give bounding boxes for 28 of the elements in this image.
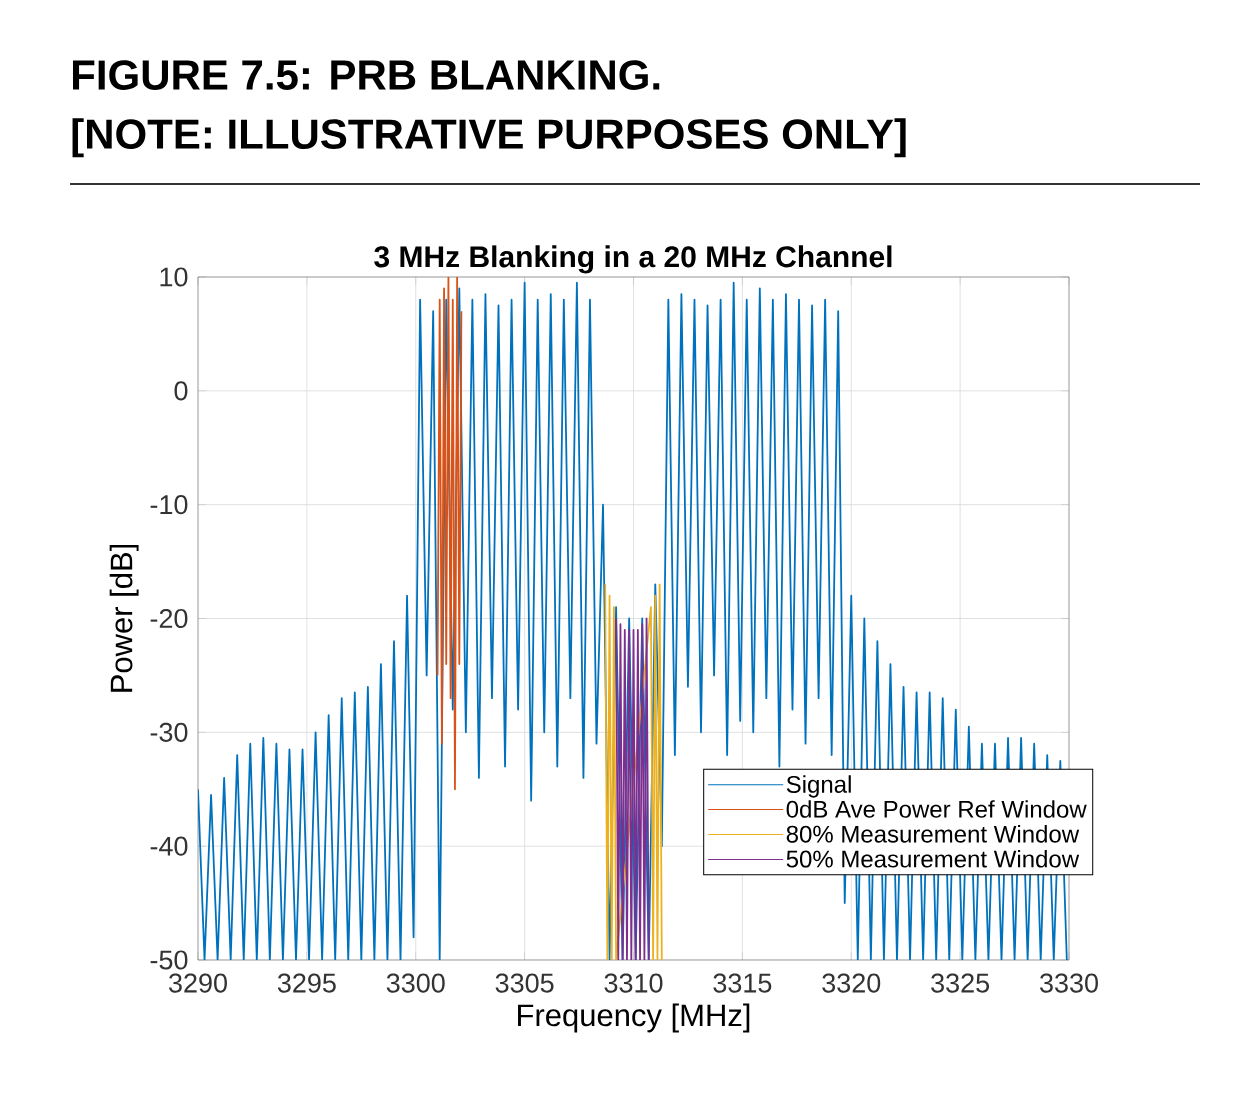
- legend-label: Signal: [786, 775, 851, 798]
- legend-label: 0dB Ave Power Ref Window: [786, 800, 1087, 818]
- x-axis-title: Frequency [MHz]: [518, 1003, 750, 1033]
- text: [NOTE: ILLUSTRATIVE PURPOSES ONLY]: [72, 118, 906, 158]
- legend-label: 80% Measurement Window: [786, 825, 1080, 843]
- y-tick-label: -10: [150, 495, 188, 515]
- line-series: [615, 617, 650, 960]
- x-tick-label: 3290: [169, 973, 227, 993]
- caption: FIGURE 7.5: PRB BLANKING.: [73, 60, 660, 90]
- line-series: [436, 277, 463, 791]
- x-tick-label: 3300: [386, 973, 445, 993]
- y-tick-label: 0: [174, 381, 188, 401]
- y-axis-title: Power [dB]: [109, 544, 139, 692]
- y-tick-label: -40: [150, 836, 188, 856]
- x-tick-label: 3310: [604, 973, 663, 993]
- x-tick-label: 3330: [1040, 973, 1098, 993]
- line-series: [604, 583, 663, 960]
- x-tick-label: 3315: [713, 973, 772, 993]
- y-tick-label: -20: [150, 608, 188, 629]
- y-tick-label: 10: [160, 267, 188, 287]
- chart-title: 3 MHz Blanking in a 20 MHz Channel: [374, 245, 892, 274]
- x-tick-label: 3305: [495, 973, 554, 993]
- x-tick-label: 3320: [822, 973, 881, 993]
- x-tick-label: 3325: [931, 973, 990, 993]
- legend-label: 50% Measurement Window: [786, 849, 1080, 868]
- x-tick-label: 3295: [277, 973, 336, 993]
- y-tick-label: -30: [150, 722, 188, 742]
- y-tick-label: -50: [150, 950, 188, 970]
